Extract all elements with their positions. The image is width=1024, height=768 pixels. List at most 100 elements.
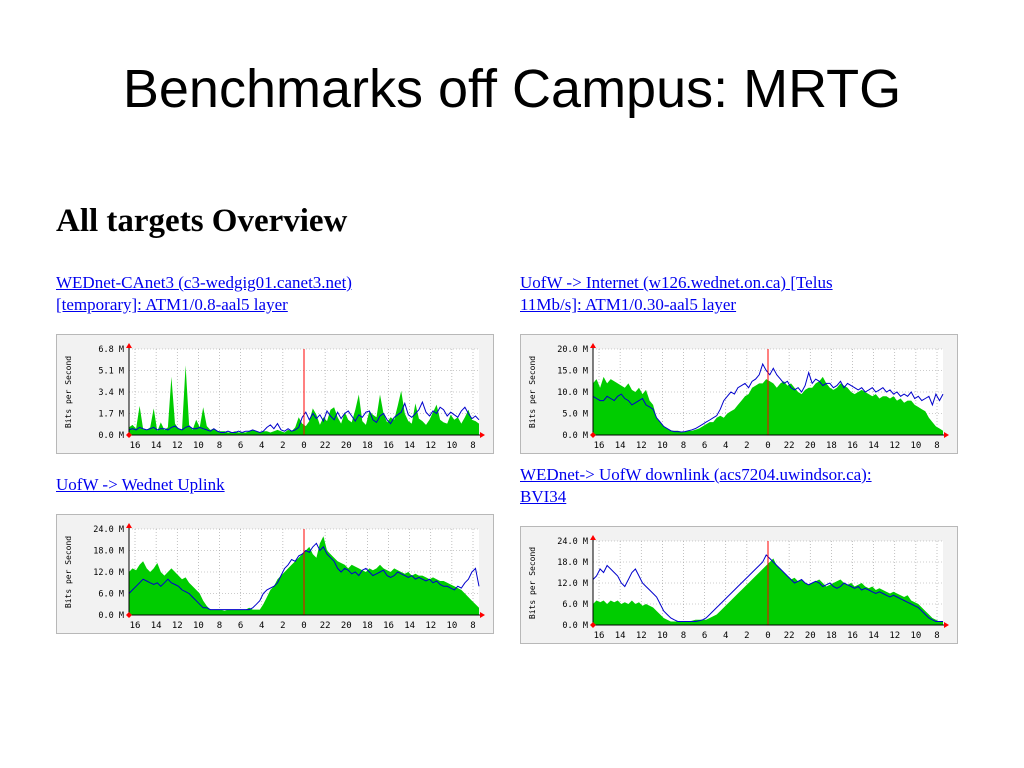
- y-tick-label: 0.0 M: [562, 621, 588, 631]
- x-tick-label: 18: [826, 441, 837, 451]
- y-tick-label: 24.0 M: [93, 525, 124, 535]
- x-tick-label: 14: [151, 621, 162, 631]
- y-tick-label: 18.0 M: [93, 547, 124, 557]
- x-axis-arrow-icon: [480, 612, 485, 618]
- x-tick-label: 8: [217, 621, 222, 631]
- x-tick-label: 8: [681, 441, 686, 451]
- target-link-wednet-canet3[interactable]: WEDnet-CAnet3 (c3-wedgig01.canet3.net) […: [56, 272, 352, 316]
- target-link-line1: UofW -> Internet (w126.wednet.on.ca) [Te…: [520, 273, 833, 292]
- x-tick-label: 0: [765, 631, 770, 641]
- target-link-uofw-internet[interactable]: UofW -> Internet (w126.wednet.on.ca) [Te…: [520, 272, 833, 316]
- x-tick-label: 16: [594, 441, 605, 451]
- mrtg-graph-uofw-internet[interactable]: Bits per Second 0.0 M 5.0 M 10.0 M 15.0 M 20.…: [520, 334, 958, 454]
- x-tick-label: 0: [765, 441, 770, 451]
- x-tick-label: 0: [301, 441, 306, 451]
- target-link-uofw-wednet-uplink[interactable]: UofW -> Wednet Uplink: [56, 474, 225, 496]
- x-tick-label: 14: [404, 621, 415, 631]
- y-tick-label: 10.0 M: [557, 388, 588, 398]
- x-tick-label: 6: [702, 631, 707, 641]
- mrtg-chart-svg: Bits per Second 0.0 M 6.0 M 12.0 M 18.0 M 24.…: [528, 535, 949, 641]
- target-link-line1: WEDnet-> UofW downlink (acs7204.uwindsor…: [520, 465, 872, 484]
- x-axis-arrow-icon: [480, 432, 485, 438]
- mrtg-graph-wednet-canet3[interactable]: Bits per Second 0.0 M 1.7 M 3.4 M 5.1 M 6.8 M…: [56, 334, 494, 454]
- mrtg-chart-svg: Bits per Second 0.0 M 1.7 M 3.4 M 5.1 M 6.8 M…: [64, 343, 485, 451]
- x-tick-label: 12: [636, 631, 647, 641]
- x-tick-label: 14: [404, 441, 415, 451]
- y-tick-label: 1.7 M: [98, 410, 124, 420]
- x-tick-label: 14: [615, 631, 626, 641]
- x-tick-label: 10: [446, 441, 457, 451]
- x-tick-label: 4: [259, 621, 264, 631]
- y-axis-arrow-icon: [590, 343, 596, 348]
- x-tick-label: 8: [217, 441, 222, 451]
- y-tick-label: 3.4 M: [98, 388, 124, 398]
- x-tick-label: 20: [805, 441, 816, 451]
- y-tick-label: 12.0 M: [93, 568, 124, 578]
- mrtg-graph-wednet-uofw-downlink[interactable]: Bits per Second 0.0 M 6.0 M 12.0 M 18.0 M 24.…: [520, 526, 958, 644]
- y-tick-label: 5.0 M: [562, 410, 588, 420]
- x-tick-label: 22: [784, 441, 795, 451]
- y-axis-arrow-icon: [126, 523, 132, 528]
- mrtg-chart-svg: Bits per Second 0.0 M 5.0 M 10.0 M 15.0 M 20.…: [528, 343, 949, 451]
- x-tick-label: 8: [934, 441, 939, 451]
- y-tick-label: 18.0 M: [557, 558, 588, 568]
- x-tick-label: 14: [151, 441, 162, 451]
- y-tick-label: 12.0 M: [557, 579, 588, 589]
- y-tick-label: 0.0 M: [98, 611, 124, 621]
- x-tick-label: 8: [470, 441, 475, 451]
- x-tick-label: 2: [280, 441, 285, 451]
- x-tick-label: 4: [723, 631, 728, 641]
- y-tick-label: 20.0 M: [557, 345, 588, 355]
- y-axis-label: Bits per Second: [528, 356, 537, 428]
- x-tick-label: 10: [910, 631, 921, 641]
- x-tick-label: 20: [341, 621, 352, 631]
- x-tick-label: 4: [259, 441, 264, 451]
- y-axis-arrow-icon: [590, 535, 596, 540]
- x-tick-label: 22: [320, 621, 331, 631]
- y-tick-label: 0.0 M: [98, 431, 124, 441]
- x-tick-label: 16: [847, 631, 858, 641]
- mrtg-graph-uofw-wednet-uplink[interactable]: Bits per Second 0.0 M 6.0 M 12.0 M 18.0 M 24.…: [56, 514, 494, 634]
- target-link-line1: WEDnet-CAnet3 (c3-wedgig01.canet3.net): [56, 273, 352, 292]
- x-tick-label: 0: [301, 621, 306, 631]
- x-tick-label: 10: [657, 631, 668, 641]
- origin-marker-icon: [590, 432, 596, 438]
- x-tick-label: 14: [615, 441, 626, 451]
- x-tick-label: 10: [657, 441, 668, 451]
- x-tick-label: 14: [868, 441, 879, 451]
- x-tick-label: 12: [636, 441, 647, 451]
- x-tick-label: 18: [826, 631, 837, 641]
- x-tick-label: 6: [238, 441, 243, 451]
- x-tick-label: 16: [594, 631, 605, 641]
- x-axis-arrow-icon: [944, 622, 949, 628]
- y-tick-label: 0.0 M: [562, 431, 588, 441]
- y-tick-label: 5.1 M: [98, 367, 124, 377]
- x-tick-label: 10: [193, 441, 204, 451]
- y-axis-arrow-icon: [126, 343, 132, 348]
- x-tick-label: 4: [723, 441, 728, 451]
- x-tick-label: 20: [341, 441, 352, 451]
- x-tick-label: 8: [681, 631, 686, 641]
- target-link-wednet-uofw-downlink[interactable]: WEDnet-> UofW downlink (acs7204.uwindsor…: [520, 464, 872, 508]
- x-tick-label: 14: [868, 631, 879, 641]
- x-tick-label: 12: [889, 631, 900, 641]
- x-tick-label: 20: [805, 631, 816, 641]
- x-tick-label: 12: [172, 621, 183, 631]
- x-tick-label: 12: [425, 441, 436, 451]
- y-axis-label: Bits per Second: [64, 356, 73, 428]
- x-tick-label: 6: [702, 441, 707, 451]
- mrtg-chart-svg: Bits per Second 0.0 M 6.0 M 12.0 M 18.0 M 24.…: [64, 523, 485, 631]
- traffic-in-area: [129, 365, 479, 435]
- x-tick-label: 16: [383, 621, 394, 631]
- origin-marker-icon: [126, 612, 132, 618]
- target-link-line2: [temporary]: ATM1/0.8-aal5 layer: [56, 295, 288, 314]
- y-axis-label: Bits per Second: [528, 547, 537, 619]
- target-link-line2: BVI34: [520, 487, 567, 506]
- x-tick-label: 22: [784, 631, 795, 641]
- origin-marker-icon: [590, 622, 596, 628]
- y-tick-label: 6.0 M: [98, 590, 124, 600]
- y-axis-label: Bits per Second: [64, 536, 73, 608]
- x-tick-label: 16: [847, 441, 858, 451]
- x-tick-label: 8: [470, 621, 475, 631]
- x-tick-label: 18: [362, 621, 373, 631]
